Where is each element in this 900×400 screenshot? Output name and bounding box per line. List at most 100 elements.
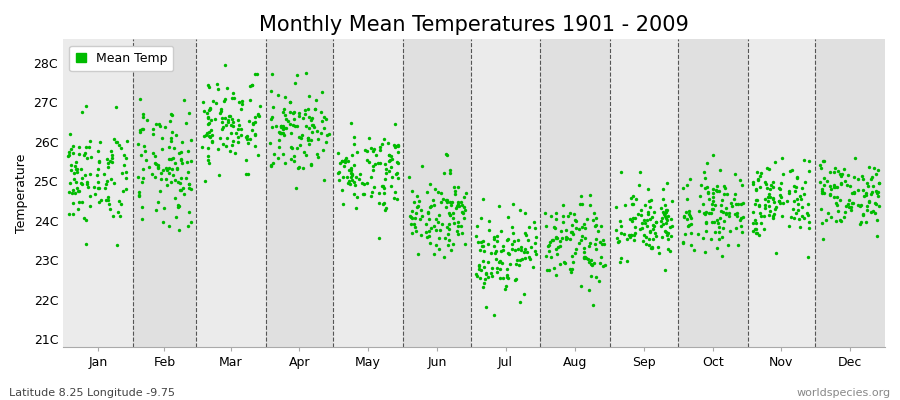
Point: [643, 228, 657, 235]
Point: [648, 230, 662, 236]
Point: [503, 261, 517, 267]
Point: [475, 258, 490, 264]
Point: [523, 256, 537, 262]
Point: [140, 117, 154, 124]
Point: [855, 173, 869, 179]
Point: [762, 212, 777, 218]
Bar: [266, 39, 333, 347]
Point: [845, 200, 859, 206]
Point: [91, 148, 105, 154]
Point: [225, 116, 239, 123]
Point: [275, 129, 290, 136]
Point: [292, 113, 306, 120]
Point: [76, 152, 91, 158]
Point: [366, 163, 381, 169]
Point: [336, 187, 350, 193]
Point: [239, 136, 254, 142]
Point: [151, 164, 166, 170]
Point: [505, 224, 519, 230]
Point: [138, 148, 152, 154]
Point: [160, 182, 175, 188]
Point: [78, 217, 93, 224]
Point: [276, 126, 291, 132]
Point: [562, 236, 577, 242]
Point: [158, 124, 172, 130]
Point: [682, 176, 697, 182]
Bar: [133, 39, 196, 347]
Point: [240, 132, 255, 139]
Point: [94, 197, 108, 203]
Point: [421, 232, 436, 239]
Point: [842, 183, 857, 189]
Point: [64, 167, 78, 174]
Point: [475, 284, 490, 290]
Bar: [471, 39, 541, 347]
Point: [579, 255, 593, 261]
Point: [290, 145, 304, 151]
Point: [454, 208, 469, 215]
Point: [802, 219, 816, 225]
Point: [218, 115, 232, 122]
Point: [712, 223, 726, 230]
Point: [569, 246, 583, 252]
Point: [346, 191, 361, 198]
Point: [729, 210, 743, 216]
Point: [422, 228, 436, 234]
Point: [559, 226, 573, 233]
Point: [734, 201, 748, 207]
Point: [135, 126, 149, 132]
Point: [172, 226, 186, 233]
Point: [635, 225, 650, 231]
Point: [698, 249, 712, 256]
Point: [91, 178, 105, 185]
Point: [276, 106, 291, 112]
Point: [202, 129, 216, 135]
Point: [378, 161, 392, 168]
Point: [624, 194, 638, 201]
Point: [234, 126, 248, 132]
Point: [586, 210, 600, 216]
Point: [482, 227, 497, 233]
Point: [654, 215, 669, 222]
Point: [768, 159, 782, 165]
Point: [90, 166, 104, 172]
Point: [657, 202, 671, 208]
Point: [455, 210, 470, 217]
Point: [137, 142, 151, 149]
Point: [402, 213, 417, 220]
Point: [613, 218, 627, 224]
Point: [692, 208, 706, 214]
Point: [500, 272, 515, 278]
Point: [477, 280, 491, 286]
Point: [823, 183, 837, 190]
Point: [652, 250, 666, 256]
Point: [644, 244, 658, 251]
Point: [728, 191, 742, 197]
Point: [684, 220, 698, 227]
Point: [646, 222, 661, 228]
Point: [436, 196, 450, 203]
Point: [443, 167, 457, 173]
Point: [769, 206, 783, 212]
Point: [734, 182, 749, 188]
Point: [526, 264, 541, 270]
Point: [542, 242, 556, 248]
Point: [817, 175, 832, 182]
Point: [482, 218, 497, 224]
Point: [710, 188, 724, 194]
Point: [101, 164, 115, 170]
Point: [182, 110, 196, 116]
Point: [550, 250, 564, 257]
Point: [845, 190, 859, 196]
Point: [241, 170, 256, 177]
Point: [661, 236, 675, 242]
Point: [872, 203, 886, 209]
Point: [79, 241, 94, 248]
Point: [181, 148, 195, 154]
Point: [753, 184, 768, 190]
Point: [103, 205, 117, 212]
Point: [112, 213, 127, 219]
Point: [753, 210, 768, 216]
Point: [434, 190, 448, 196]
Point: [365, 189, 380, 195]
